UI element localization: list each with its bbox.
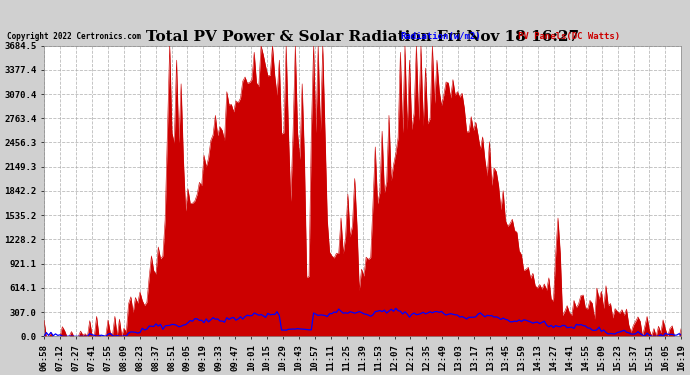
Text: Radiation(w/m2): Radiation(w/m2): [400, 32, 481, 41]
Text: PV Panels(DC Watts): PV Panels(DC Watts): [518, 32, 620, 41]
Text: Copyright 2022 Certronics.com: Copyright 2022 Certronics.com: [7, 32, 141, 41]
Title: Total PV Power & Solar Radiation Fri Nov 18 16:27: Total PV Power & Solar Radiation Fri Nov…: [146, 30, 580, 44]
